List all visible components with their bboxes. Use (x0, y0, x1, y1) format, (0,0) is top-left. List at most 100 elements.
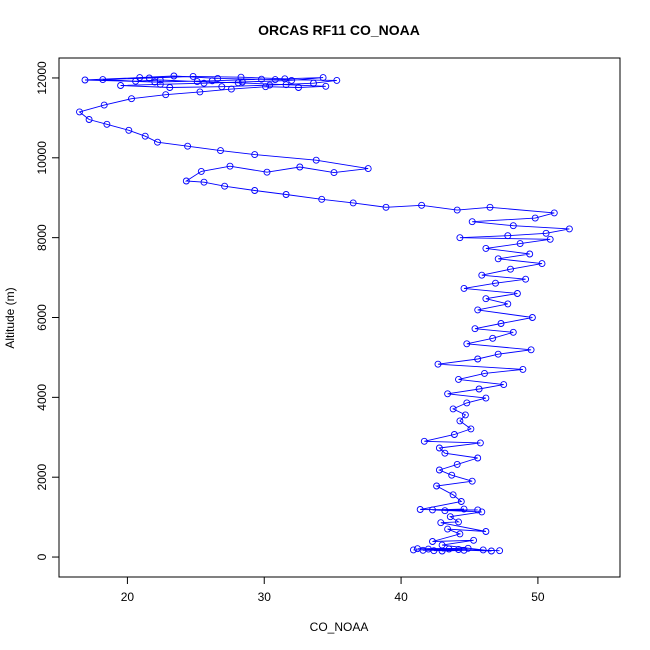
data-point (319, 74, 327, 82)
data-point (470, 536, 478, 544)
x-axis: 20 30 40 50 (121, 576, 545, 604)
data-point (478, 271, 486, 279)
y-tick-label: 0 (35, 553, 49, 560)
data-point (542, 229, 550, 237)
y-axis: 0 2000 4000 6000 8000 10000 12000 (35, 61, 60, 560)
data-point (145, 74, 153, 82)
data-point (516, 240, 524, 248)
data-point (263, 168, 271, 176)
data-point (519, 365, 527, 373)
data-point (234, 79, 242, 87)
data-point (531, 214, 539, 222)
data-point (550, 209, 558, 217)
data-point (418, 201, 426, 209)
data-point (271, 76, 279, 84)
data-point (262, 83, 270, 91)
data-point (184, 142, 192, 150)
data-point (132, 77, 140, 85)
x-axis-label: CO_NOAA (310, 620, 369, 634)
data-point (460, 505, 468, 513)
data-point (170, 72, 178, 80)
y-tick-label: 8000 (35, 224, 49, 251)
data-point (471, 325, 479, 333)
data-point (429, 538, 436, 545)
data-point (487, 547, 495, 555)
data-point (154, 138, 161, 146)
data-point (449, 405, 457, 413)
data-point (453, 206, 461, 214)
data-point (441, 449, 449, 457)
data-point (266, 81, 274, 89)
data-point (482, 295, 490, 303)
data-point (463, 399, 471, 407)
data-point (546, 235, 554, 243)
data-point (496, 547, 504, 555)
data-point (189, 72, 197, 80)
data-point (448, 471, 456, 479)
data-point (333, 76, 341, 84)
data-point (456, 417, 464, 425)
data-point (474, 355, 482, 363)
data-point (282, 191, 290, 198)
data-point (513, 290, 521, 297)
data-point (500, 381, 508, 389)
data-point (196, 88, 204, 96)
data-point (479, 546, 487, 554)
data-point (221, 182, 229, 190)
data-point (456, 530, 464, 538)
data-point (474, 454, 482, 462)
data-point (218, 83, 226, 91)
data-point (453, 460, 461, 468)
data-point (312, 156, 320, 164)
data-point (414, 545, 421, 553)
data-point (364, 165, 372, 173)
data-point (457, 498, 465, 505)
data-point (526, 250, 534, 258)
data-point (349, 199, 357, 207)
data-point (76, 108, 83, 116)
data-point (227, 85, 235, 93)
data-point (494, 350, 502, 358)
y-tick-label: 6000 (35, 304, 49, 331)
data-point (438, 541, 446, 549)
series-layer (76, 72, 573, 555)
series-line (78, 75, 570, 552)
data-point (409, 546, 417, 554)
data-point (208, 77, 216, 85)
data-point (435, 466, 443, 474)
y-tick-label: 12000 (35, 61, 49, 95)
data-point (494, 255, 502, 263)
data-point (509, 328, 517, 336)
data-point (463, 340, 471, 348)
data-point (237, 73, 245, 81)
data-point (226, 162, 234, 170)
y-tick-label: 10000 (35, 141, 49, 175)
data-point (445, 545, 453, 553)
y-tick-label: 2000 (35, 464, 49, 491)
data-point (251, 187, 259, 194)
data-point (565, 225, 573, 233)
data-point (478, 508, 486, 516)
chart-title: ORCAS RF11 CO_NOAA (258, 22, 420, 38)
data-point (182, 177, 190, 185)
x-tick-label: 20 (121, 590, 135, 604)
data-point (125, 126, 133, 134)
data-point (288, 76, 296, 84)
data-point (200, 79, 208, 87)
data-point (474, 506, 482, 514)
data-point (468, 218, 476, 226)
data-point (214, 74, 222, 82)
data-point (446, 513, 454, 521)
data-point (322, 82, 330, 90)
data-point (99, 76, 107, 84)
data-point (435, 444, 443, 452)
x-tick-label: 50 (531, 590, 545, 604)
data-point (492, 279, 499, 287)
data-point (200, 178, 208, 186)
data-point (295, 84, 302, 91)
data-point (81, 76, 89, 84)
data-point (455, 518, 462, 526)
data-point (85, 116, 93, 123)
data-point (444, 525, 452, 533)
